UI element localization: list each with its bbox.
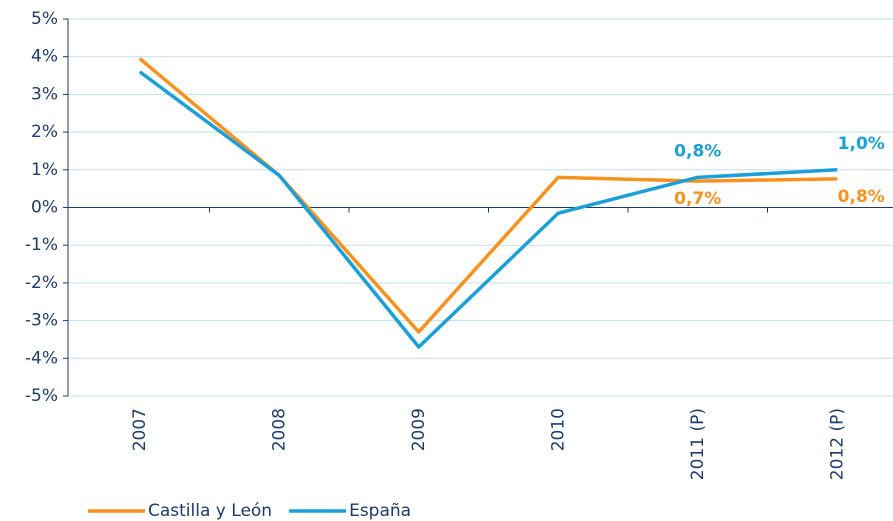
y-tick-label: -5% <box>25 386 58 406</box>
x-tick-label: 2011 (P) <box>688 408 708 480</box>
data-label: 0,8% <box>838 187 885 207</box>
y-tick-label: 0% <box>31 198 58 218</box>
y-tick-label: 2% <box>31 122 58 142</box>
y-tick-label: -2% <box>25 273 58 293</box>
y-tick-label: 3% <box>31 84 58 104</box>
x-tick-label: 2010 <box>548 408 568 451</box>
data-label: 0,8% <box>674 141 721 161</box>
y-tick-label: 4% <box>31 47 58 67</box>
y-tick-label: -3% <box>25 311 58 331</box>
y-tick-label: -4% <box>25 348 58 368</box>
x-tick-label: 2009 <box>409 408 429 451</box>
x-tick-label: 2007 <box>130 408 150 451</box>
series-line <box>138 57 838 334</box>
legend-label: Castilla y León <box>148 501 272 521</box>
y-tick-label: 5% <box>31 9 58 29</box>
x-tick-label: 2008 <box>269 408 289 451</box>
y-tick-label: -1% <box>25 235 58 255</box>
y-tick-label: 1% <box>31 160 58 180</box>
series-line <box>138 70 838 349</box>
data-label: 0,7% <box>674 189 721 209</box>
data-label: 1,0% <box>838 134 885 154</box>
x-tick-label: 2012 (P) <box>827 408 847 480</box>
legend-label: España <box>349 501 411 521</box>
